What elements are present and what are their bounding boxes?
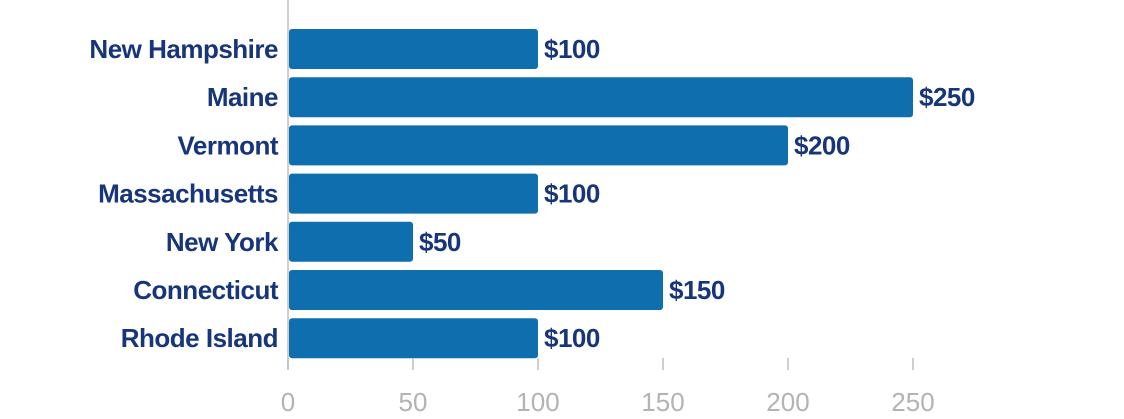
category-label: Vermont (177, 130, 278, 160)
bar-connecticut (289, 270, 663, 310)
bar-new-york (289, 221, 413, 262)
category-label: Rhode Island (121, 323, 278, 353)
bar-massachusetts (289, 173, 538, 214)
x-tick-label: 50 (399, 387, 428, 417)
category-label: Massachusetts (98, 179, 278, 209)
x-tick-label: 0 (281, 387, 295, 417)
x-tick-label: 200 (766, 387, 809, 417)
value-label: $200 (794, 130, 850, 160)
value-label: $100 (544, 179, 600, 209)
axes-group: 0 50 100 150 200 250 (281, 0, 935, 417)
category-label: New Hampshire (89, 34, 278, 64)
bar-maine (289, 77, 913, 118)
category-label: New York (166, 227, 279, 257)
category-label: Connecticut (133, 275, 279, 305)
x-tick-label: 150 (641, 387, 684, 417)
bar-vermont (289, 125, 788, 166)
value-label: $100 (544, 323, 600, 353)
value-label: $50 (419, 227, 461, 257)
value-label: $100 (544, 34, 600, 64)
x-tick-label: 250 (891, 387, 934, 417)
bars-group (289, 29, 913, 359)
bar-new-hampshire (289, 29, 538, 69)
x-tick-label: 100 (516, 387, 559, 417)
category-label: Maine (207, 82, 278, 112)
bar-rhode-island (289, 318, 538, 359)
value-label: $150 (669, 275, 725, 305)
labels-group: New Hampshire $100 Maine $250 Vermont $200 Mas… (89, 34, 975, 353)
value-label: $250 (919, 82, 975, 112)
